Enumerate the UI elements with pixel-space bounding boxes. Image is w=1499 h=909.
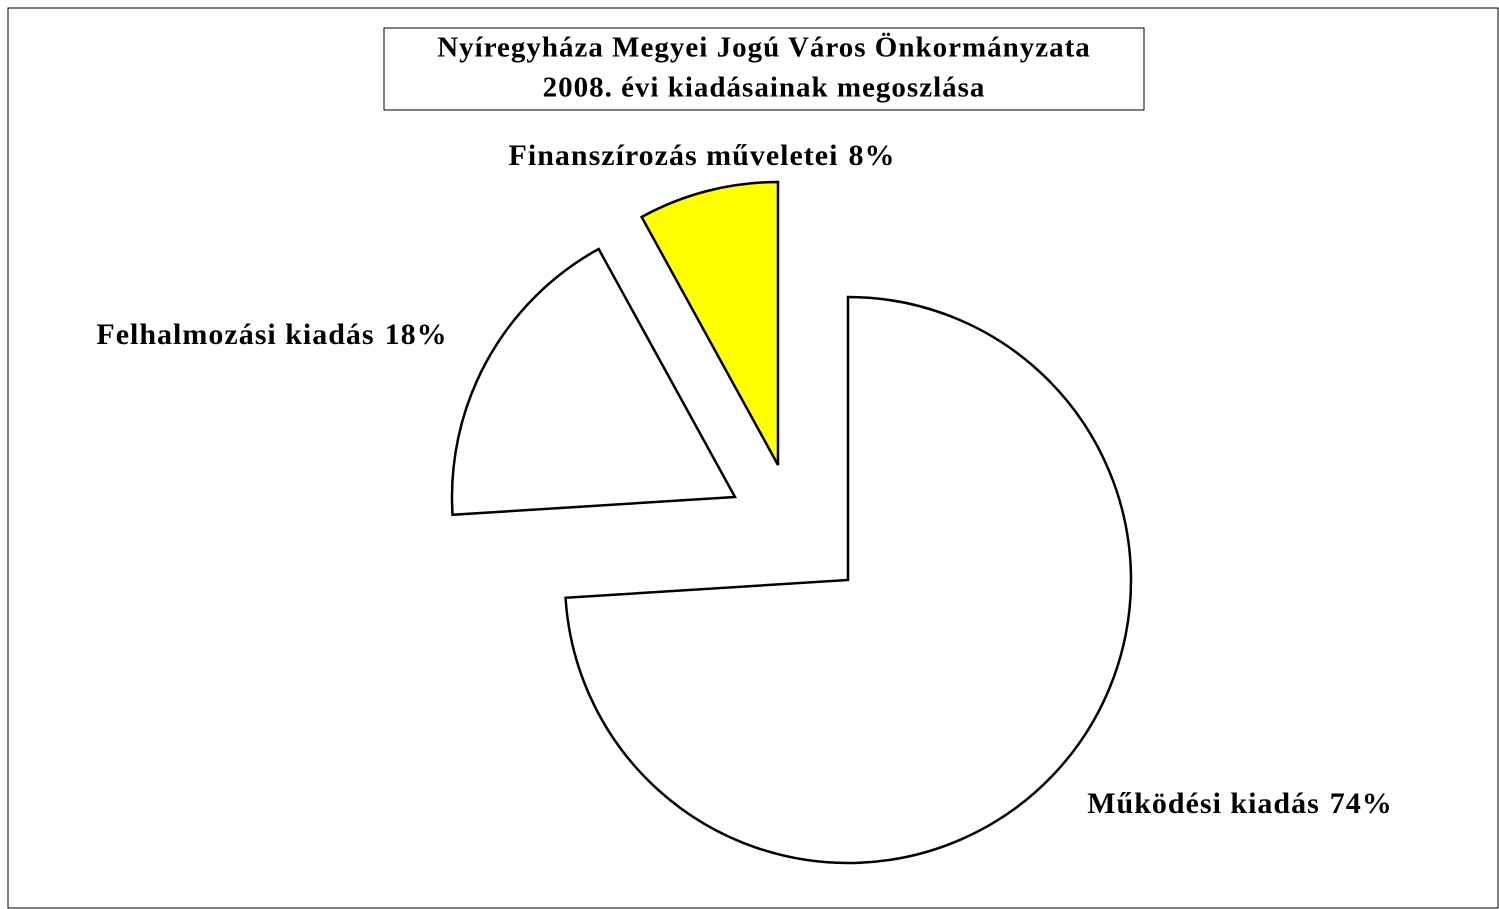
data-label: Felhalmozási kiadás 18% bbox=[96, 318, 447, 351]
pie-slice bbox=[564, 295, 1133, 865]
slice-value: 18% bbox=[385, 318, 448, 351]
slice-name: Felhalmozási kiadás bbox=[96, 318, 374, 351]
slice-value: 74% bbox=[1330, 787, 1393, 820]
slice-name: Finanszírozás műveletei bbox=[509, 139, 839, 172]
chart-title: Nyíregyháza Megyei Jogú Város Önkormányz… bbox=[437, 32, 1091, 64]
pie-slice bbox=[639, 180, 780, 466]
slice-value: 8% bbox=[848, 139, 895, 172]
data-label: Működési kiadás 74% bbox=[1087, 787, 1393, 820]
chart-subtitle: 2008. évi kiadásainak megoszlása bbox=[543, 72, 986, 104]
pie-slice bbox=[450, 247, 738, 517]
data-label: Finanszírozás műveletei 8% bbox=[509, 139, 896, 172]
slice-name: Működési kiadás bbox=[1087, 787, 1320, 820]
title-box bbox=[383, 27, 1145, 111]
